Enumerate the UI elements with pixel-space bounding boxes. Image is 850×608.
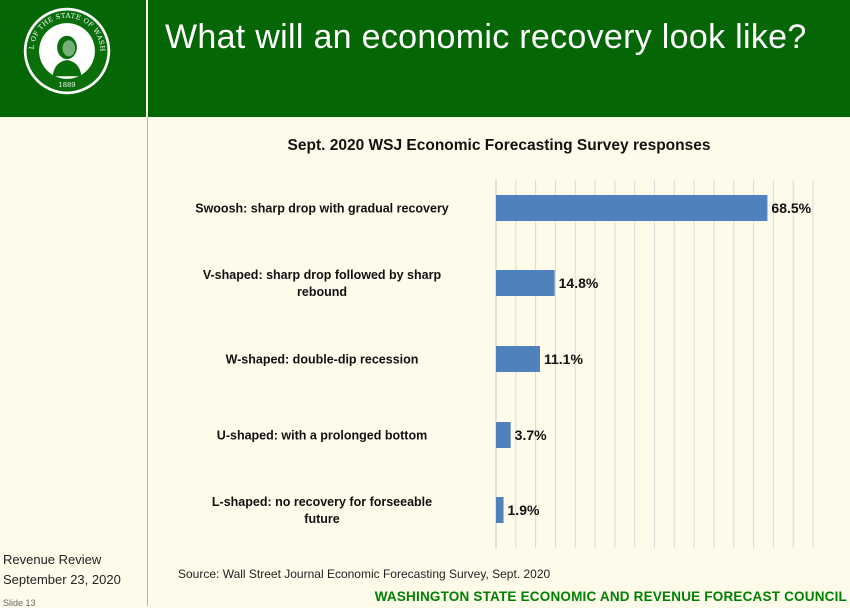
- bar: [496, 195, 768, 221]
- portrait-face-highlight: [62, 40, 76, 57]
- chart-bars: [496, 195, 768, 523]
- slide-title: What will an economic recovery look like…: [165, 18, 807, 56]
- washington-portrait-icon: [52, 35, 82, 77]
- bar: [496, 422, 511, 448]
- footer-date: September 23, 2020: [3, 572, 121, 587]
- footer-report-name: Revenue Review: [3, 552, 102, 567]
- category-label: L-shaped: no recovery for forseeable: [212, 495, 432, 509]
- category-label: Swoosh: sharp drop with gradual recovery: [195, 202, 449, 216]
- data-label: 14.8%: [559, 275, 599, 291]
- chart-category-labels: Swoosh: sharp drop with gradual recovery…: [195, 202, 449, 527]
- sidebar-divider: [147, 117, 148, 606]
- category-label: W-shaped: double-dip recession: [226, 353, 419, 367]
- category-label: U-shaped: with a prolonged bottom: [217, 429, 427, 443]
- source-note: Source: Wall Street Journal Economic For…: [178, 567, 551, 581]
- bar: [496, 270, 555, 296]
- bar: [496, 497, 504, 523]
- seal-year: 1889: [58, 81, 75, 89]
- data-label: 68.5%: [771, 200, 811, 216]
- category-label: future: [304, 512, 339, 526]
- bar: [496, 346, 540, 372]
- footer-date-block: Revenue Review September 23, 2020: [3, 550, 145, 590]
- chart-title: Sept. 2020 WSJ Economic Forecasting Surv…: [287, 137, 711, 154]
- data-label: 3.7%: [515, 427, 547, 443]
- organization-name: WASHINGTON STATE ECONOMIC AND REVENUE FO…: [374, 589, 847, 604]
- chart-data-labels: 68.5% 14.8% 11.1% 3.7% 1.9%: [508, 200, 812, 518]
- category-label: rebound: [297, 285, 347, 299]
- slide-header: [0, 0, 850, 117]
- data-label: 11.1%: [544, 351, 583, 367]
- header-divider: [146, 0, 148, 117]
- slide-number: Slide 13: [3, 598, 36, 608]
- chart-gridlines: [495, 180, 814, 548]
- washington-state-seal-logo: THE SEAL OF THE STATE OF WASHINGTON 1889: [22, 6, 111, 95]
- data-label: 1.9%: [508, 502, 540, 518]
- category-label: V-shaped: sharp drop followed by sharp: [203, 268, 442, 282]
